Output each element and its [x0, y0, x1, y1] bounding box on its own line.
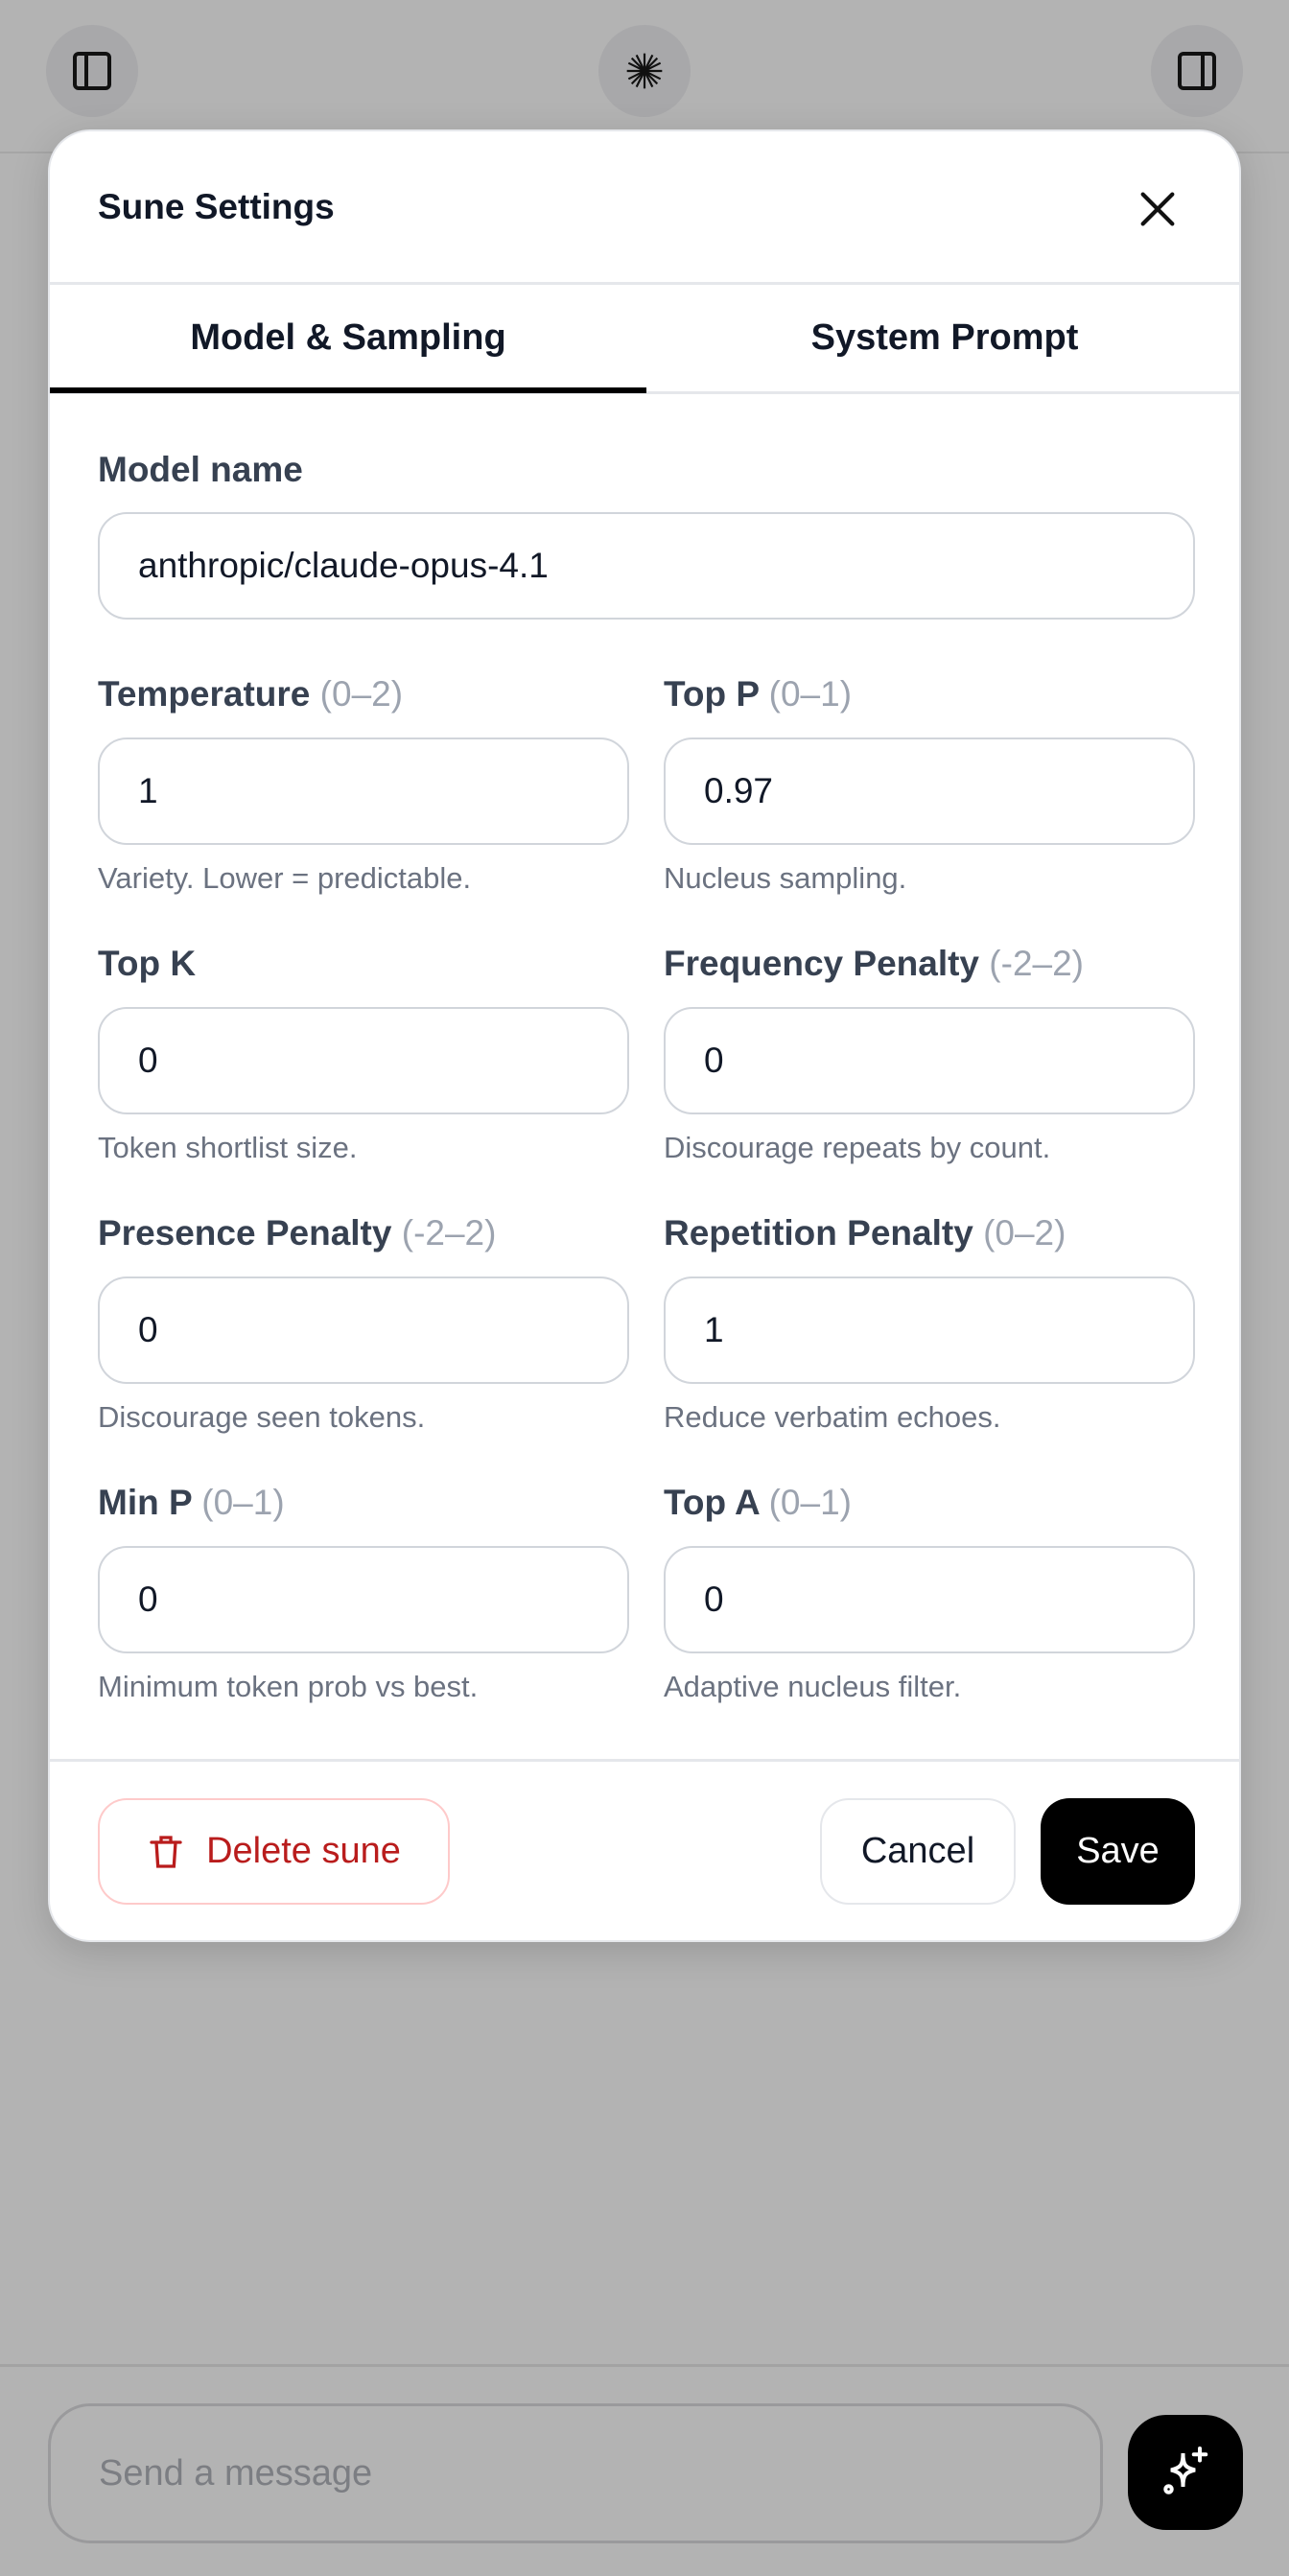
presence-penalty-range: (-2–2) [401, 1213, 497, 1253]
top-k-label-text: Top K [98, 944, 197, 983]
min-p-label: Min P (0–1) [98, 1483, 285, 1523]
tab-model-sampling[interactable]: Model & Sampling [190, 317, 506, 358]
temperature-input[interactable]: 1 [98, 738, 629, 845]
close-button[interactable] [1136, 187, 1180, 231]
min-p-input[interactable]: 0 [98, 1546, 629, 1653]
frequency-penalty-label: Frequency Penalty (-2–2) [664, 944, 1084, 984]
presence-penalty-input[interactable]: 0 [98, 1276, 629, 1384]
top-k-input[interactable]: 0 [98, 1007, 629, 1114]
cancel-button[interactable]: Cancel [820, 1798, 1016, 1905]
frequency-penalty-hint: Discourage repeats by count. [664, 1131, 1051, 1164]
footer-divider [50, 1759, 1239, 1762]
divider [50, 282, 1239, 285]
temperature-hint: Variety. Lower = predictable. [98, 861, 472, 895]
model-name-label: Model name [98, 450, 303, 489]
composer-divider [0, 2364, 1289, 2367]
top-a-label: Top A (0–1) [664, 1483, 852, 1523]
frequency-penalty-label-text: Frequency Penalty [664, 944, 980, 983]
toggle-left-sidebar-button[interactable] [46, 25, 138, 117]
repetition-penalty-label: Repetition Penalty (0–2) [664, 1213, 1066, 1253]
sidebar-left-icon [73, 52, 111, 90]
top-p-label-text: Top P [664, 674, 760, 714]
delete-sune-button[interactable]: Delete sune [98, 1798, 450, 1905]
presence-penalty-hint: Discourage seen tokens. [98, 1400, 426, 1434]
repetition-penalty-range: (0–2) [983, 1213, 1066, 1253]
sune-settings-modal: Sune Settings Model & Sampling System Pr… [48, 129, 1241, 1942]
sune-action-button[interactable] [1128, 2415, 1243, 2530]
top-p-range: (0–1) [768, 674, 853, 714]
sidebar-right-icon [1178, 52, 1216, 90]
repetition-penalty-hint: Reduce verbatim echoes. [664, 1400, 1001, 1434]
repetition-penalty-input[interactable]: 1 [664, 1276, 1195, 1384]
message-input[interactable]: Send a message [48, 2403, 1103, 2543]
repetition-penalty-label-text: Repetition Penalty [664, 1213, 973, 1253]
temperature-label-text: Temperature [98, 674, 311, 714]
active-tab-indicator [50, 387, 646, 393]
frequency-penalty-range: (-2–2) [989, 944, 1084, 983]
top-a-range: (0–1) [768, 1483, 852, 1522]
min-p-hint: Minimum token prob vs best. [98, 1670, 479, 1703]
sune-avatar-button[interactable] [598, 25, 691, 117]
frequency-penalty-input[interactable]: 0 [664, 1007, 1195, 1114]
min-p-label-text: Min P [98, 1483, 192, 1522]
close-icon [1140, 192, 1175, 226]
top-a-hint: Adaptive nucleus filter. [664, 1670, 962, 1703]
sparkles-icon [1163, 2447, 1208, 2494]
model-name-input[interactable]: anthropic/claude-opus-4.1 [98, 512, 1195, 620]
modal-title: Sune Settings [98, 187, 335, 226]
save-button[interactable]: Save [1041, 1798, 1195, 1905]
top-p-hint: Nucleus sampling. [664, 861, 907, 895]
top-k-label: Top K [98, 944, 196, 984]
min-p-range: (0–1) [201, 1483, 285, 1522]
top-a-label-text: Top A [664, 1483, 760, 1522]
trash-icon [150, 1835, 182, 1868]
presence-penalty-label: Presence Penalty (-2–2) [98, 1213, 496, 1253]
top-k-hint: Token shortlist size. [98, 1131, 358, 1164]
temperature-label: Temperature (0–2) [98, 674, 403, 714]
presence-penalty-label-text: Presence Penalty [98, 1213, 392, 1253]
toggle-right-sidebar-button[interactable] [1151, 25, 1243, 117]
top-a-input[interactable]: 0 [664, 1546, 1195, 1653]
top-p-input[interactable]: 0.97 [664, 738, 1195, 845]
temperature-range: (0–2) [319, 674, 404, 714]
top-p-label: Top P (0–1) [664, 674, 852, 714]
tab-system-prompt[interactable]: System Prompt [810, 317, 1079, 358]
sparkle-burst-icon [626, 53, 663, 89]
delete-sune-label: Delete sune [206, 1831, 401, 1871]
